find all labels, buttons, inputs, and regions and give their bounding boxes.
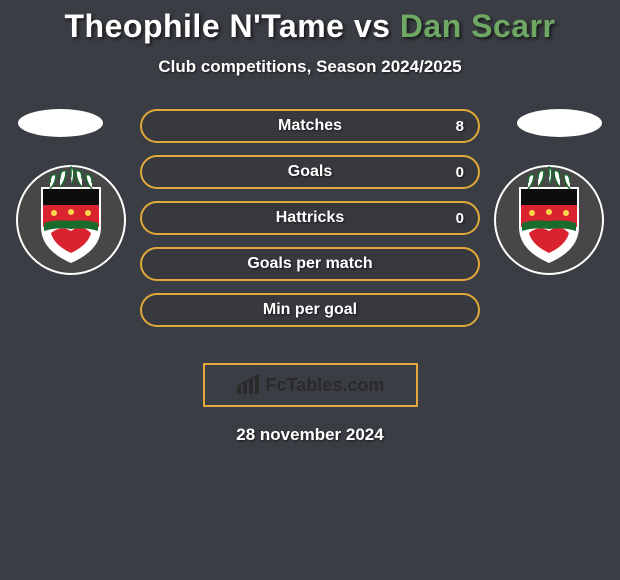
- stat-label: Goals: [288, 163, 332, 181]
- stat-row-hattricks: Hattricks 0: [140, 201, 480, 235]
- date-text: 28 november 2024: [0, 425, 620, 445]
- stats-list: Matches 8 Goals 0 Hattricks 0 Goals per …: [140, 109, 480, 339]
- club-badge-left: [16, 165, 126, 275]
- stat-row-goals-per-match: Goals per match: [140, 247, 480, 281]
- stat-row-min-per-goal: Min per goal: [140, 293, 480, 327]
- fctables-logo-box: FcTables.com: [203, 363, 418, 407]
- club-badge-right: [494, 165, 604, 275]
- page-title: Theophile N'Tame vs Dan Scarr: [0, 0, 620, 45]
- stat-value: 0: [456, 164, 464, 181]
- bars-icon: [236, 375, 262, 395]
- player2-name: Dan Scarr: [400, 8, 556, 44]
- stat-row-goals: Goals 0: [140, 155, 480, 189]
- wrexham-badge-icon: [16, 165, 126, 275]
- wrexham-badge-icon: [494, 165, 604, 275]
- logo-text: FcTables.com: [266, 375, 385, 396]
- stat-label: Min per goal: [263, 301, 357, 319]
- stat-value: 8: [456, 118, 464, 135]
- player1-name: Theophile N'Tame: [65, 8, 345, 44]
- left-oval-placeholder: [18, 109, 103, 137]
- stat-value: 0: [456, 210, 464, 227]
- stat-label: Hattricks: [276, 209, 344, 227]
- stat-label: Goals per match: [247, 255, 372, 273]
- vs-text: vs: [354, 8, 391, 44]
- right-oval-placeholder: [517, 109, 602, 137]
- stat-row-matches: Matches 8: [140, 109, 480, 143]
- comparison-panel: Matches 8 Goals 0 Hattricks 0 Goals per …: [0, 109, 620, 349]
- subtitle: Club competitions, Season 2024/2025: [0, 57, 620, 77]
- stat-label: Matches: [278, 117, 342, 135]
